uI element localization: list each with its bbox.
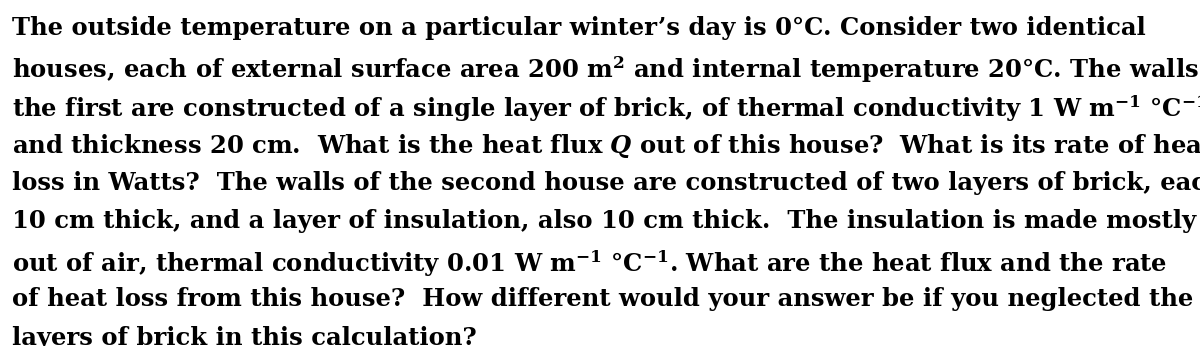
Text: layers of brick in this calculation?: layers of brick in this calculation?: [12, 326, 476, 346]
Text: houses, each of external surface area 200 m$^2$ and internal temperature 20°C. T: houses, each of external surface area 20…: [12, 54, 1200, 85]
Text: and thickness 20 cm.  What is the heat flux $Q$ out of this house?  What is its : and thickness 20 cm. What is the heat fl…: [12, 132, 1200, 160]
Text: the first are constructed of a single layer of brick, of thermal conductivity 1 : the first are constructed of a single la…: [12, 93, 1200, 124]
Text: 10 cm thick, and a layer of insulation, also 10 cm thick.  The insulation is mad: 10 cm thick, and a layer of insulation, …: [12, 209, 1196, 233]
Text: of heat loss from this house?  How different would your answer be if you neglect: of heat loss from this house? How differ…: [12, 287, 1193, 311]
Text: out of air, thermal conductivity 0.01 W m$^{-1}$ °C$^{-1}$. What are the heat fl: out of air, thermal conductivity 0.01 W …: [12, 248, 1168, 279]
Text: loss in Watts?  The walls of the second house are constructed of two layers of b: loss in Watts? The walls of the second h…: [12, 171, 1200, 194]
Text: The outside temperature on a particular winter’s day is 0°C. Consider two identi: The outside temperature on a particular …: [12, 16, 1146, 39]
